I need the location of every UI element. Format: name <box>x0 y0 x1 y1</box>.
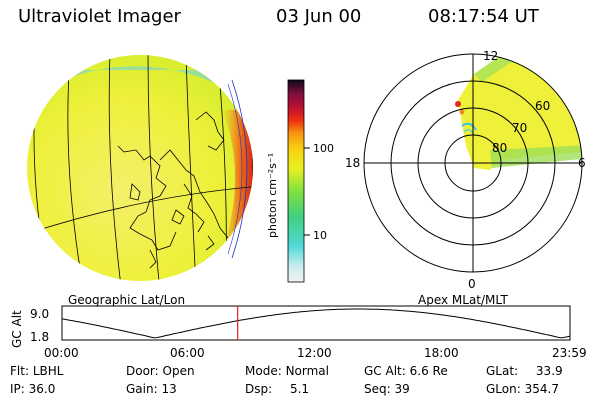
xtick-0600: 06:00 <box>170 346 205 360</box>
globe-coastlines <box>117 111 229 269</box>
glat-value: 33.9 <box>535 364 563 378</box>
glat-field: GLat: 33.9 <box>486 364 563 378</box>
globe-disk <box>27 55 253 281</box>
seq-field: Seq: 39 <box>364 382 410 396</box>
flt-field: Flt: LBHL <box>10 364 63 378</box>
colorbar-label-10: 10 <box>313 229 327 242</box>
dsp-field: Dsp: 5.1 <box>245 382 309 396</box>
instrument-title: Ultraviolet Imager <box>18 6 181 27</box>
polar-feature-arc <box>461 122 477 131</box>
observation-date: 03 Jun 00 <box>276 6 362 27</box>
dsp-value: 5.1 <box>289 382 310 396</box>
ip-label: IP: <box>10 382 25 396</box>
mode-field: Mode: Normal <box>245 364 329 378</box>
ip-field: IP: 36.0 <box>10 382 55 396</box>
dsp-label: Dsp: <box>245 382 273 396</box>
glon-value: 354.7 <box>524 382 559 396</box>
gain-value: 13 <box>161 382 177 396</box>
polar-mlt-12: 12 <box>483 49 498 63</box>
globe-orbit-arc-2 <box>227 83 243 255</box>
altitude-ylabel: GC Alt <box>10 310 24 348</box>
gain-label: Gain: <box>126 382 158 396</box>
xtick-1800: 18:00 <box>424 346 459 360</box>
door-field: Door: Open <box>126 364 195 378</box>
polar-feature-orange <box>459 109 465 115</box>
colorbar-scale <box>287 79 305 283</box>
glat-label: GLat: <box>486 364 519 378</box>
altitude-ymax-label: 9.0 <box>30 307 49 321</box>
polar-mlt-18: 18 <box>345 156 360 170</box>
altitude-plot-frame <box>61 305 571 341</box>
ip-value: 36.0 <box>28 382 56 396</box>
polar-dayglow-lower-edge <box>490 145 582 168</box>
colorbar-unit-label: photon cm⁻²s⁻¹ <box>266 153 279 238</box>
mode-label: Mode: <box>245 364 282 378</box>
xtick-0000: 00:00 <box>44 346 79 360</box>
colorbar-label-100: 100 <box>313 142 334 155</box>
xtick-2359: 23:59 <box>552 346 587 360</box>
globe-top-rim <box>40 66 240 95</box>
altitude-curve <box>61 308 571 339</box>
polar-lat-70: 70 <box>512 121 527 135</box>
polar-dayglow-edge <box>474 54 526 82</box>
seq-value: 39 <box>394 382 410 396</box>
gcalt-value: 6.6 Re <box>409 364 448 378</box>
observation-time: 08:17:54 UT <box>428 6 539 27</box>
altitude-ymin-label: 1.8 <box>30 330 49 344</box>
polar-mlt-6: 6 <box>578 156 586 170</box>
glon-label: GLon: <box>486 382 521 396</box>
glon-field: GLon: 354.7 <box>486 382 559 396</box>
door-label: Door: <box>126 364 159 378</box>
gcalt-field: GC Alt: 6.6 Re <box>364 364 448 378</box>
gcalt-label: GC Alt: <box>364 364 406 378</box>
flt-label: Flt: <box>10 364 29 378</box>
seq-label: Seq: <box>364 382 391 396</box>
polar-lat-60: 60 <box>535 99 550 113</box>
globe-orbit-arc <box>231 79 248 259</box>
flt-value: LBHL <box>32 364 64 378</box>
mode-value: Normal <box>285 364 329 378</box>
polar-lat-80: 80 <box>492 141 507 155</box>
polar-caption: Apex MLat/MLT <box>418 293 508 307</box>
polar-mlt-0: 0 <box>468 277 476 291</box>
xtick-1200: 12:00 <box>297 346 332 360</box>
globe-caption: Geographic Lat/Lon <box>68 293 186 307</box>
globe-latitude-line <box>27 185 253 237</box>
gain-field: Gain: 13 <box>126 382 177 396</box>
door-value: Open <box>162 364 195 378</box>
polar-feature-red <box>455 101 461 107</box>
